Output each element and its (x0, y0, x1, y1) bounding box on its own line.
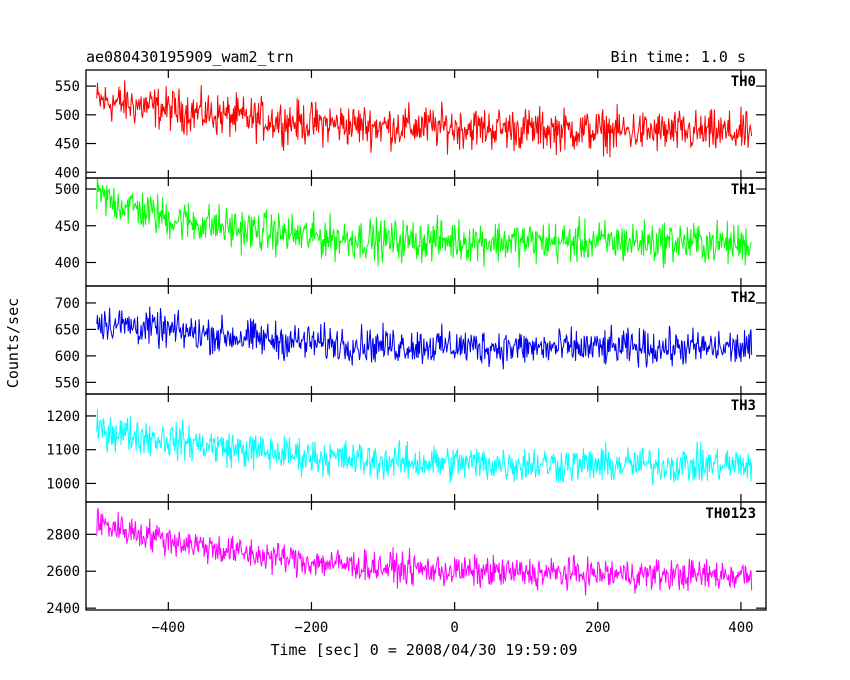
y-tick-label: 500 (55, 108, 80, 124)
y-tick-label: 1100 (46, 443, 80, 459)
y-tick-label: 1000 (46, 476, 80, 492)
y-axis-label: Counts/sec (4, 298, 22, 388)
panel-th1: 400 450 500 TH1 (55, 177, 767, 287)
y-tick-label: 650 (55, 322, 80, 338)
series-line-th2 (96, 306, 753, 370)
y-tick-label: 400 (55, 165, 80, 181)
panel-th0123: 2400 2600 2800 TH0123 (46, 501, 767, 617)
y-tick-label: 600 (55, 349, 80, 365)
y-tick-label: 450 (55, 137, 80, 153)
panel-label-th3: TH3 (731, 398, 756, 414)
y-tick-label: 700 (55, 296, 80, 312)
y-tick-label: 500 (55, 182, 80, 198)
x-tick-label: −400 (151, 620, 185, 636)
y-tick-label: 2800 (46, 527, 80, 543)
y-tick-label: 450 (55, 219, 80, 235)
x-tick-label: −200 (295, 620, 329, 636)
bin-time-label: Bin time: 1.0 s (611, 48, 746, 66)
series-line-th0 (96, 80, 753, 158)
y-tick-label: 550 (55, 375, 80, 391)
series-line-th3 (96, 409, 753, 486)
x-tick-label: 0 (450, 620, 458, 636)
y-tick-label: 2400 (46, 601, 80, 617)
panel-label-th1: TH1 (731, 182, 756, 198)
x-axis-label: Time [sec] 0 = 2008/04/30 19:59:09 (270, 641, 577, 659)
y-tick-label: 550 (55, 79, 80, 95)
panel-label-th0123: TH0123 (705, 506, 756, 522)
panels-group: 400 450 500 550 TH0 400 450 500 TH1 550 600 650 700 T… (46, 69, 767, 636)
chart-title: ae080430195909_wam2_trn (86, 48, 294, 66)
panel-label-th2: TH2 (731, 290, 756, 306)
panel-frame (85, 501, 767, 611)
series-line-th0123 (96, 508, 753, 596)
panel-th2: 550 600 650 700 TH2 (55, 285, 767, 395)
y-tick-label: 1200 (46, 409, 80, 425)
panel-label-th0: TH0 (731, 74, 756, 90)
x-tick-label: 200 (585, 620, 610, 636)
y-tick-label: 400 (55, 255, 80, 271)
series-line-th1 (96, 178, 752, 268)
x-tick-label: 400 (728, 620, 753, 636)
y-tick-label: 2600 (46, 564, 80, 580)
